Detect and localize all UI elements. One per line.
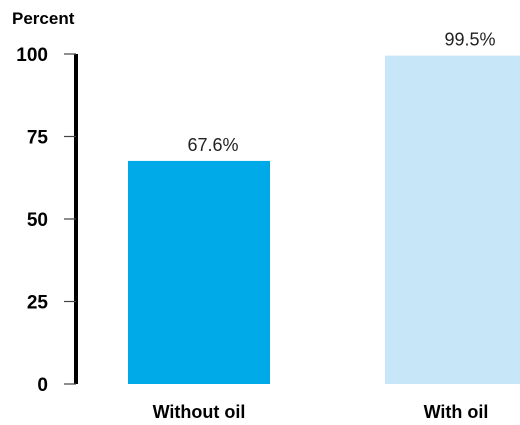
y-axis-title: Percent — [12, 9, 75, 28]
bars-group — [128, 55, 520, 385]
bar — [128, 160, 270, 384]
y-tick-label: 75 — [27, 128, 49, 149]
data-label: 99.5% — [444, 30, 495, 50]
category-label: Without oil — [153, 402, 246, 422]
y-tick-label: 25 — [27, 293, 49, 314]
data-label: 67.6% — [187, 135, 238, 155]
y-tick-label: 50 — [27, 210, 48, 231]
y-axis-ticks: 0 25 50 75 100 — [16, 45, 76, 396]
category-label: With oil — [424, 402, 489, 422]
labels-group: 67.6% Without oil 99.5% With oil — [153, 30, 496, 422]
y-tick-label: 100 — [16, 45, 48, 66]
bar — [385, 55, 520, 385]
y-tick-label: 0 — [37, 375, 48, 396]
